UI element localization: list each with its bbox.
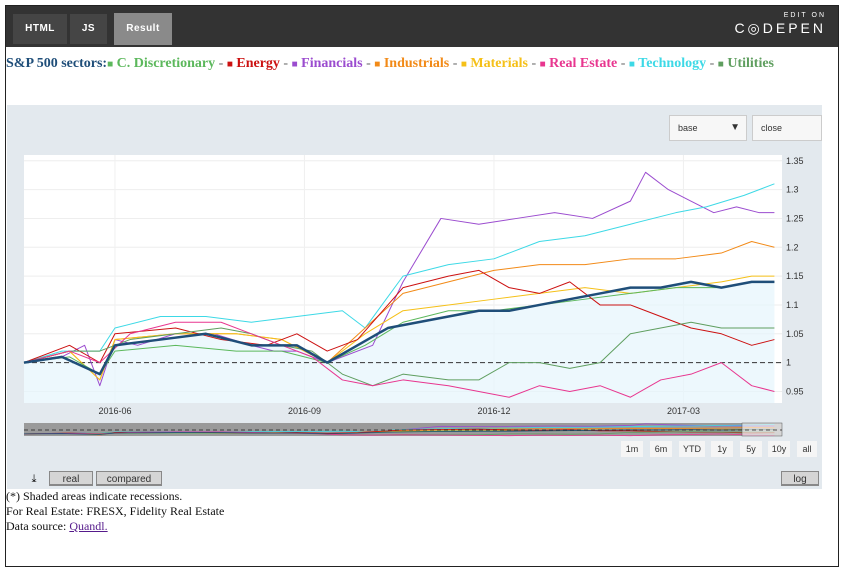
range-button-5y[interactable]: 5y — [740, 441, 762, 457]
tab-result[interactable]: Result — [114, 13, 172, 45]
codepen-toolbar: HTML JS Result EDIT ON C◎DEPEN — [6, 6, 838, 47]
legend-entry[interactable]: Financials — [297, 56, 363, 71]
navigator-series-line — [23, 429, 775, 435]
x-tick-label: 2016-09 — [288, 406, 321, 416]
series-line-real-estate — [23, 321, 775, 398]
series-line-s-p-500 — [23, 280, 775, 376]
chart-title: S&P 500 sectors:■ C. Discretionary - ■ E… — [6, 55, 816, 74]
legend-entry[interactable]: C. Discretionary — [113, 56, 216, 71]
title-prefix: S&P 500 sectors: — [6, 56, 108, 71]
legend-separator: - — [279, 56, 292, 71]
y-tick-label: 1.15 — [786, 271, 804, 281]
range-button-6m[interactable]: 6m — [650, 441, 672, 457]
line-chart: 0.95 1 1.05 1.1 1.15 1.2 1.25 1.3 1.35 2016-06 201… — [23, 155, 804, 437]
y-tick-label: 1.35 — [786, 156, 804, 166]
recession-note: (*) Shaded areas indicate recessions. — [6, 489, 183, 503]
range-button-10y[interactable]: 10y — [768, 441, 790, 457]
edit-on-codepen-link[interactable]: EDIT ON C◎DEPEN — [734, 12, 826, 37]
x-tick-label: 2016-12 — [477, 406, 510, 416]
data-source-label: Data source: — [6, 519, 70, 533]
download-icon[interactable]: ⤓ — [31, 472, 37, 485]
legend-swatch-icon: ■ — [374, 59, 381, 70]
navigator-window — [741, 422, 783, 437]
mode-compared-button[interactable]: compared — [96, 471, 162, 486]
data-source-note: Data source: Quandl. — [6, 519, 224, 534]
y-tick-label: 1.25 — [786, 213, 804, 223]
range-button-1y[interactable]: 1y — [711, 441, 733, 457]
real-estate-note: For Real Estate: FRESX, Fidelity Real Es… — [6, 504, 225, 518]
legend-entry[interactable]: Technology — [634, 56, 707, 71]
base-select[interactable]: base ▼ — [669, 115, 747, 141]
edit-on-label: EDIT ON — [783, 12, 826, 19]
mode-real-button[interactable]: real — [49, 471, 93, 486]
legend-swatch-icon: ■ — [539, 59, 546, 70]
y-tick-label: 1 — [786, 358, 791, 368]
log-toggle-button[interactable]: log — [781, 471, 819, 486]
y-tick-label: 1.1 — [786, 300, 799, 310]
legend-swatch-icon: ■ — [460, 59, 467, 70]
legend-separator: - — [706, 56, 718, 71]
quandl-link[interactable]: Quandl. — [69, 519, 108, 533]
legend-swatch-icon: ■ — [628, 59, 635, 70]
legend-entry[interactable]: Industrials — [380, 56, 450, 71]
legend-separator: - — [527, 56, 540, 71]
y-tick-label: 1.2 — [786, 242, 799, 252]
base-select-label: base — [678, 123, 698, 133]
series-line-utilities — [23, 321, 775, 387]
legend-swatch-icon: ■ — [717, 59, 724, 70]
legend-separator: - — [617, 56, 629, 71]
navigator-series-line — [23, 431, 775, 437]
legend-swatch-icon: ■ — [107, 59, 114, 70]
chart-panel: base ▼ close 0.95 1 1.05 1.1 1.15 1.2 1.25 1.3 1… — [7, 105, 822, 489]
index-area — [24, 281, 775, 403]
notes: (*) Shaded areas indicate recessions. Fo… — [6, 489, 224, 534]
legend-separator: - — [362, 56, 375, 71]
series-line-technology — [23, 183, 775, 364]
y-tick-label: 1.3 — [786, 185, 799, 195]
x-tick-label: 2017-03 — [667, 406, 700, 416]
legend-swatch-icon: ■ — [291, 59, 298, 70]
range-button-1m[interactable]: 1m — [621, 441, 643, 457]
range-button-ytd[interactable]: YTD — [679, 441, 705, 457]
legend-entry[interactable]: Real Estate — [545, 56, 618, 71]
chevron-down-icon: ▼ — [730, 122, 740, 133]
close-select[interactable]: close — [752, 115, 822, 141]
codepen-logo: C◎DEPEN — [734, 20, 826, 36]
y-tick-label: 0.95 — [786, 386, 804, 396]
x-tick-label: 2016-06 — [98, 406, 131, 416]
legend-entry[interactable]: Materials — [466, 56, 528, 71]
range-button-all[interactable]: all — [797, 441, 817, 457]
legend-swatch-icon: ■ — [226, 59, 233, 70]
close-select-label: close — [761, 123, 783, 133]
y-tick-label: 1.05 — [786, 329, 804, 339]
series-line-c-discretionary — [23, 281, 775, 375]
legend-separator: - — [449, 56, 461, 71]
legend-entry[interactable]: Energy — [232, 56, 280, 71]
tab-html[interactable]: HTML — [13, 14, 67, 44]
tab-js[interactable]: JS — [70, 14, 107, 44]
series-line-energy — [23, 269, 775, 364]
legend-entry[interactable]: Utilities — [723, 56, 774, 71]
legend-separator: - — [215, 56, 227, 71]
